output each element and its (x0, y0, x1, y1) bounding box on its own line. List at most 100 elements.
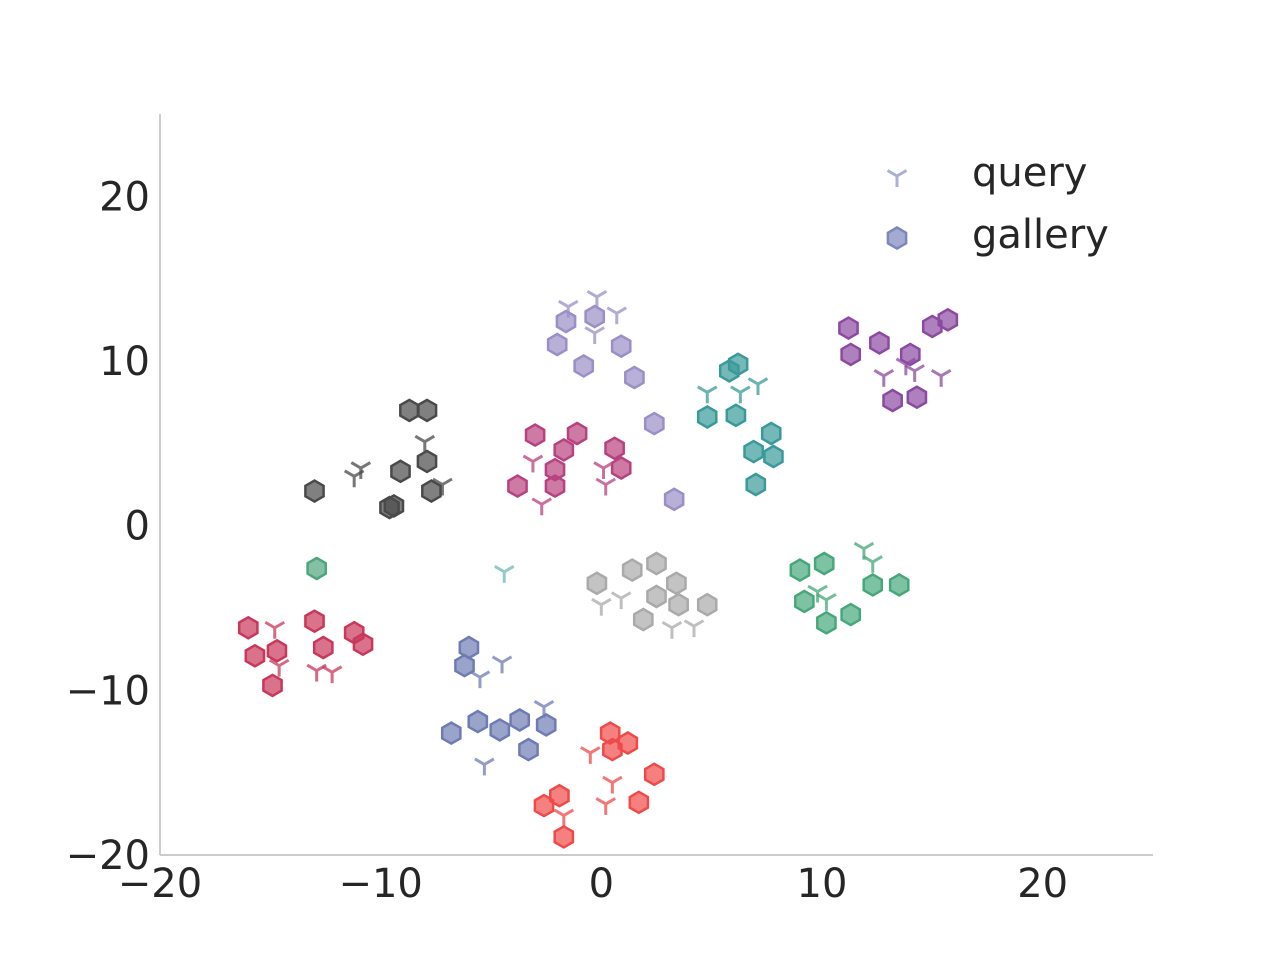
query-point (873, 369, 895, 387)
gallery-point (624, 365, 645, 390)
query-point (522, 454, 544, 473)
gallery-point (696, 405, 718, 429)
x-tick-label: 20 (1017, 861, 1068, 907)
gallery-point (549, 783, 570, 808)
query-point (557, 299, 579, 318)
gallery-point (602, 737, 623, 762)
gallery-point (646, 551, 667, 576)
x-tick-label: −20 (118, 861, 202, 907)
gallery-point (524, 423, 546, 448)
gallery-point (760, 421, 782, 446)
query-point (474, 757, 495, 776)
query-point (683, 619, 705, 638)
legend-gallery-label: gallery (972, 212, 1109, 258)
legend-gallery-marker (886, 226, 908, 250)
query-point (591, 597, 612, 616)
query-point (610, 591, 632, 610)
gallery-point (399, 398, 420, 423)
query-point (493, 564, 515, 583)
y-tick-label: −10 (66, 668, 150, 714)
gallery-point (306, 556, 328, 581)
gallery-point (838, 316, 859, 341)
query-point (661, 620, 683, 639)
gallery-point (668, 592, 689, 617)
query-point (602, 775, 623, 794)
y-tick-label: −20 (66, 833, 150, 879)
scatter-marks (237, 289, 959, 849)
query-point (930, 369, 952, 387)
gallery-point (555, 309, 577, 334)
query-point (268, 658, 290, 677)
gallery-point (379, 495, 400, 520)
gallery-point (862, 572, 884, 597)
gallery-point (390, 459, 411, 484)
gallery-point (416, 398, 438, 423)
gallery-point (882, 388, 903, 413)
legend-query-label: query (972, 150, 1087, 196)
gallery-point (509, 708, 531, 732)
gallery-point (794, 589, 815, 614)
gallery-point (869, 330, 890, 355)
y-tick-label: 10 (99, 339, 150, 385)
gallery-point (643, 762, 665, 787)
gallery-point (467, 709, 489, 734)
y-tick-label: 0 (125, 504, 150, 550)
gallery-point (816, 610, 837, 635)
gallery-point (312, 635, 334, 660)
legend-query-icon (886, 169, 908, 187)
query-point (343, 469, 365, 488)
gallery-point (725, 403, 747, 428)
gallery-point (888, 572, 910, 597)
gallery-point (553, 437, 575, 462)
gallery-point (604, 436, 625, 461)
query-point (414, 434, 436, 453)
gallery-point (586, 571, 608, 596)
query-point (264, 620, 285, 639)
y-tick-labels: −20 −10 0 10 20 (66, 174, 150, 879)
x-tick-label: 0 (589, 861, 614, 907)
query-point (584, 326, 605, 345)
query-point (595, 477, 616, 496)
gallery-point (566, 421, 588, 446)
gallery-point (789, 558, 811, 583)
gallery-point (643, 411, 665, 436)
gallery-point (906, 385, 928, 410)
query-point (904, 364, 925, 382)
gallery-point (646, 584, 667, 609)
gallery-point (266, 638, 288, 663)
gallery-point (518, 737, 539, 762)
gallery-point (937, 307, 959, 332)
gallery-point (610, 334, 632, 359)
query-point (531, 497, 553, 516)
query-point (580, 746, 601, 764)
query-point (321, 665, 343, 684)
gallery-point (304, 609, 325, 634)
query-point (816, 592, 837, 611)
gallery-point (840, 602, 862, 627)
gallery-point (535, 712, 557, 737)
query-point (533, 700, 555, 718)
gallery-point (666, 571, 687, 596)
query-point (730, 385, 751, 404)
gallery-point (489, 717, 511, 742)
gallery-point (440, 721, 462, 746)
query-point (606, 306, 628, 325)
gallery-point (610, 456, 632, 480)
query-point (595, 797, 616, 815)
gallery-point (584, 304, 606, 329)
gallery-point (813, 551, 835, 576)
legend-gallery-icon (886, 226, 908, 250)
gallery-point (718, 358, 740, 383)
gallery-point (573, 353, 595, 378)
gallery-point (628, 790, 650, 815)
query-point (697, 385, 718, 404)
gallery-point (421, 479, 442, 504)
query-point (469, 670, 491, 689)
gallery-point (840, 342, 862, 367)
gallery-point (416, 449, 438, 474)
gallery-point (533, 793, 555, 818)
gallery-point (304, 479, 325, 504)
gallery-point (632, 607, 654, 632)
gallery-point (553, 824, 575, 849)
query-point (432, 477, 453, 496)
